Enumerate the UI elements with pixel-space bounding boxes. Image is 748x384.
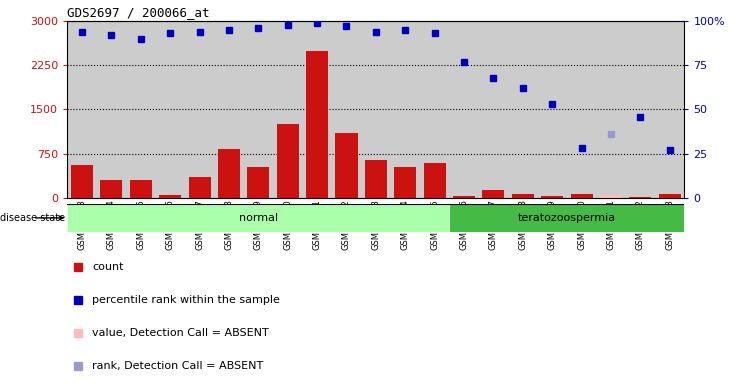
- Text: disease state: disease state: [0, 213, 65, 223]
- Bar: [67, 204, 450, 232]
- Text: normal: normal: [239, 213, 278, 223]
- Bar: [390, 21, 420, 198]
- Bar: [482, 190, 504, 198]
- Bar: [361, 21, 390, 198]
- Bar: [159, 195, 181, 198]
- Bar: [67, 21, 96, 198]
- Bar: [655, 21, 684, 198]
- Bar: [625, 21, 655, 198]
- Bar: [508, 21, 538, 198]
- Bar: [541, 196, 563, 198]
- Bar: [423, 163, 446, 198]
- Text: GDS2697 / 200066_at: GDS2697 / 200066_at: [67, 5, 210, 18]
- Bar: [335, 133, 358, 198]
- Bar: [332, 21, 361, 198]
- Bar: [277, 124, 298, 198]
- Text: teratozoospermia: teratozoospermia: [518, 213, 616, 223]
- Bar: [479, 21, 508, 198]
- Text: percentile rank within the sample: percentile rank within the sample: [92, 295, 280, 305]
- Bar: [129, 180, 152, 198]
- Bar: [659, 194, 681, 198]
- Bar: [156, 21, 185, 198]
- Bar: [273, 21, 302, 198]
- Bar: [96, 21, 126, 198]
- Bar: [365, 160, 387, 198]
- Bar: [248, 167, 269, 198]
- Bar: [600, 195, 622, 198]
- Bar: [394, 167, 417, 198]
- Bar: [306, 51, 328, 198]
- Bar: [214, 21, 244, 198]
- Text: count: count: [92, 262, 123, 272]
- Bar: [629, 197, 652, 198]
- Bar: [538, 21, 567, 198]
- Bar: [596, 21, 625, 198]
- Bar: [571, 194, 592, 198]
- Bar: [218, 149, 240, 198]
- Bar: [185, 21, 214, 198]
- Bar: [450, 204, 684, 232]
- Bar: [302, 21, 332, 198]
- Bar: [453, 196, 475, 198]
- Text: rank, Detection Call = ABSENT: rank, Detection Call = ABSENT: [92, 361, 263, 371]
- Bar: [567, 21, 596, 198]
- Bar: [244, 21, 273, 198]
- Bar: [126, 21, 156, 198]
- Bar: [420, 21, 450, 198]
- Text: value, Detection Call = ABSENT: value, Detection Call = ABSENT: [92, 328, 269, 338]
- Bar: [450, 21, 479, 198]
- Bar: [188, 177, 211, 198]
- Bar: [71, 166, 93, 198]
- Bar: [512, 194, 534, 198]
- Bar: [100, 180, 123, 198]
